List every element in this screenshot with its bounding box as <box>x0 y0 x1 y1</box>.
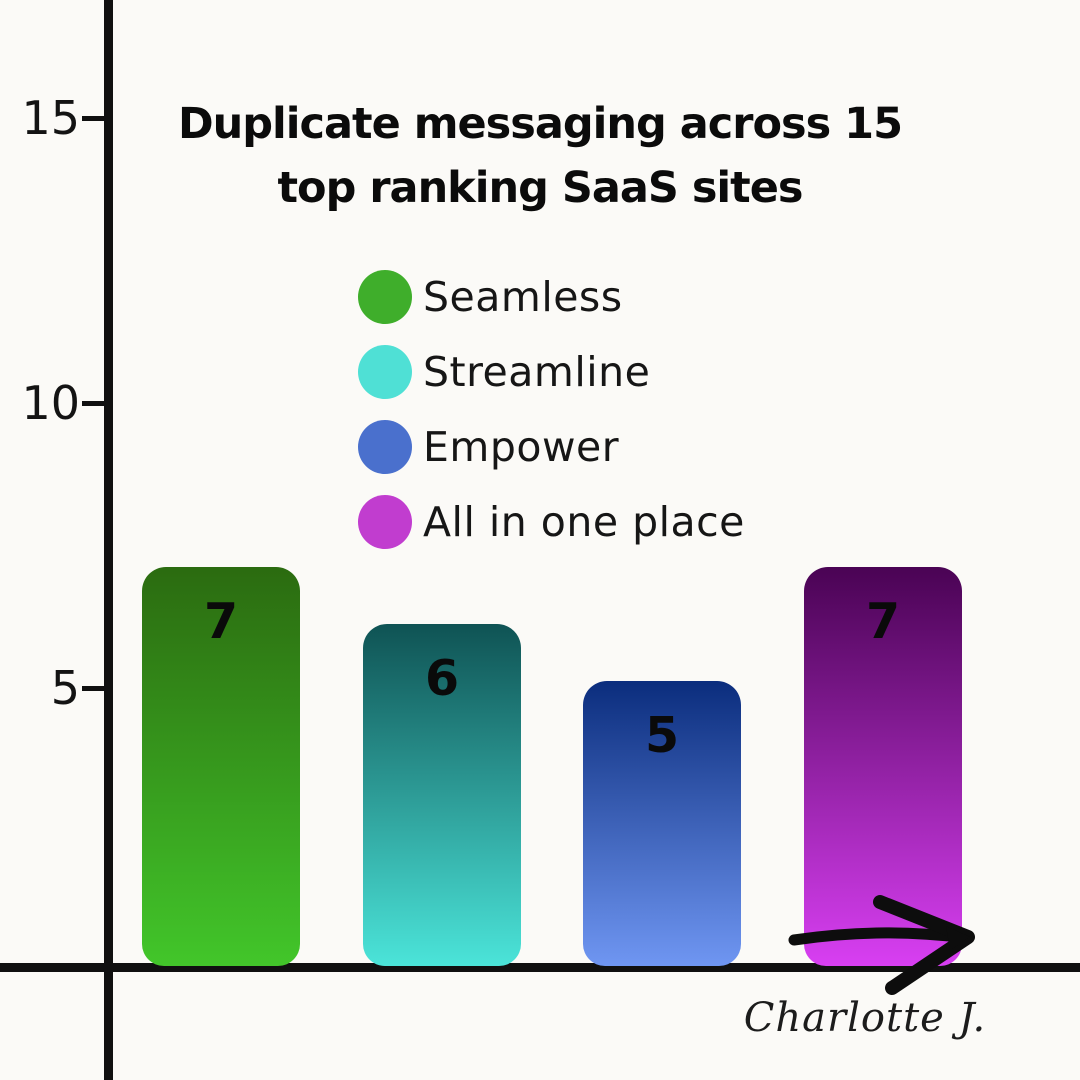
chart-title-line1: Duplicate messaging across 15 <box>177 99 903 149</box>
bar-value-label: 6 <box>424 650 460 707</box>
legend-color-dot-seamless <box>358 270 412 324</box>
legend-item-seamless: Seamless <box>358 270 745 324</box>
y-tick-mark-15 <box>82 116 108 121</box>
chart-legend: Seamless Streamline Empower All in one plac… <box>358 270 745 549</box>
legend-color-dot-all-in-one-place <box>358 495 412 549</box>
chart-title-line2: top ranking SaaS sites <box>277 163 804 213</box>
bar-seamless: 7 <box>142 567 300 966</box>
y-tick-label-5: 5 <box>50 661 80 715</box>
y-tick-label-15: 15 <box>21 91 80 145</box>
y-tick-mark-10 <box>82 401 108 406</box>
chart-title: Duplicate messaging across 15 top rankin… <box>120 92 960 220</box>
legend-label: Streamline <box>423 348 651 396</box>
legend-label: Seamless <box>423 273 623 321</box>
bar-value-label: 7 <box>203 593 239 650</box>
y-axis-line <box>104 0 113 1080</box>
bar-empower: 5 <box>583 681 741 966</box>
arrow-right-icon <box>788 895 975 995</box>
x-axis-line <box>0 963 1080 972</box>
legend-item-all-in-one-place: All in one place <box>358 495 745 549</box>
y-tick-label-10: 10 <box>21 376 80 430</box>
legend-label: All in one place <box>423 498 745 546</box>
legend-label: Empower <box>423 423 620 471</box>
author-signature: Charlotte J. <box>743 995 987 1041</box>
legend-color-dot-streamline <box>358 345 412 399</box>
bar-streamline: 6 <box>363 624 521 966</box>
legend-item-empower: Empower <box>358 420 745 474</box>
bar-value-label: 5 <box>644 707 680 764</box>
y-tick-mark-5 <box>82 686 108 691</box>
bar-value-label: 7 <box>865 593 901 650</box>
legend-color-dot-empower <box>358 420 412 474</box>
legend-item-streamline: Streamline <box>358 345 745 399</box>
